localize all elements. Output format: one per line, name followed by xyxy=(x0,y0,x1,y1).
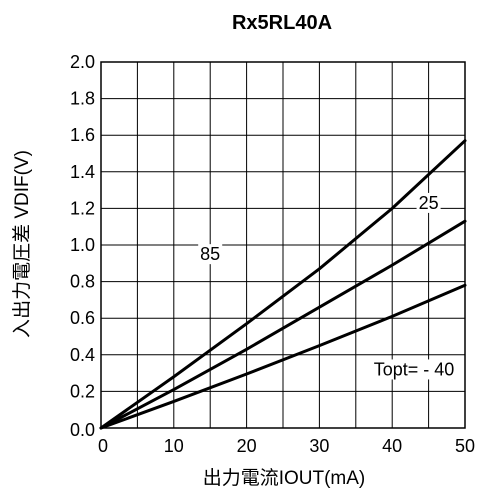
series-group xyxy=(99,139,467,430)
series-line-1 xyxy=(99,219,467,430)
x-tick-label: 40 xyxy=(382,436,402,456)
y-tick-label: 1.6 xyxy=(70,125,95,145)
series-line-0 xyxy=(99,139,467,430)
curve-label-background xyxy=(371,359,457,380)
y-axis-label: 入出力電圧差 VDIF(V) xyxy=(11,150,33,338)
x-tick-label: 20 xyxy=(237,436,257,456)
curve-label-background xyxy=(198,244,223,265)
y-tick-label: 2.0 xyxy=(70,52,95,72)
x-tick-label: 50 xyxy=(455,436,475,456)
curve-label-0: 85 xyxy=(200,244,220,264)
y-tick-label: 0.6 xyxy=(70,308,95,328)
curve-label-background xyxy=(416,192,441,213)
y-tick-label: 0.4 xyxy=(70,345,95,365)
y-tick-label: 1.2 xyxy=(70,198,95,218)
y-tick-label: 0.2 xyxy=(70,381,95,401)
y-tick-label: 0.8 xyxy=(70,272,95,292)
x-tick-label: 0 xyxy=(98,436,108,456)
curve-label-1: 25 xyxy=(419,193,439,213)
chart-title: Rx5RL40A xyxy=(232,12,332,34)
plot-frame xyxy=(100,61,466,429)
y-tick-label: 1.8 xyxy=(70,89,95,109)
tick-labels: 0 10 20 30 40 50 0.0 0.2 0.4 0.6 0.8 1.0 1.2 1.4 1.6 1.… xyxy=(70,52,475,456)
x-axis-label: 出力電流IOUT(mA) xyxy=(203,467,366,489)
series-line-2 xyxy=(99,283,467,430)
x-tick-label: 10 xyxy=(164,436,184,456)
curve-label-2: Topt= - 40 xyxy=(374,359,455,379)
y-tick-label: 1.0 xyxy=(70,235,95,255)
y-tick-label: 1.4 xyxy=(70,162,95,182)
annotations: 85 25 Topt= - 40 xyxy=(198,192,457,380)
x-tick-label: 30 xyxy=(309,436,329,456)
grid xyxy=(100,61,466,429)
y-tick-label: 0.0 xyxy=(70,420,95,440)
